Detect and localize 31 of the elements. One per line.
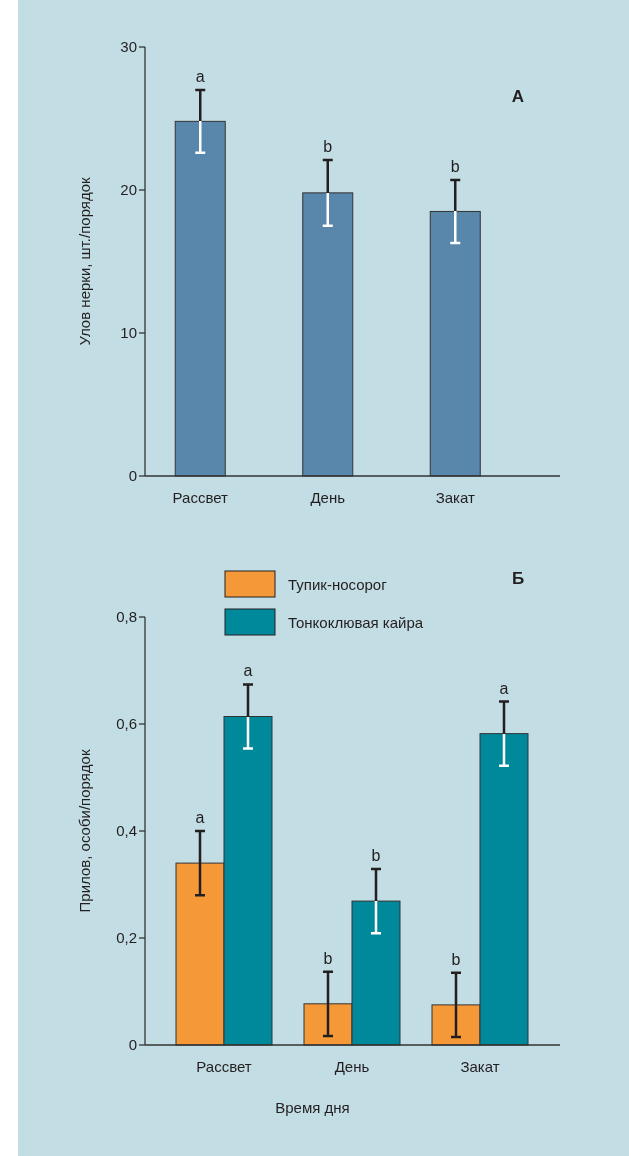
x-tick-label: Рассвет xyxy=(196,1058,252,1075)
text: А xyxy=(511,87,525,106)
x-tick-label: День xyxy=(334,1058,370,1075)
chart-title: Б xyxy=(511,569,525,588)
annotation: b xyxy=(371,846,381,864)
legend-label: Тонкоклювая кайра xyxy=(288,614,424,631)
x-tick-label: Закат xyxy=(460,1058,500,1075)
annotation: a xyxy=(195,809,205,826)
y-tick-label: 20 xyxy=(120,181,137,199)
y-tick-label: 0,8 xyxy=(116,608,137,626)
annotation: a xyxy=(195,67,205,85)
annotation: b xyxy=(450,157,460,175)
x-tick-label: Закат xyxy=(435,489,475,506)
annotation: a xyxy=(243,662,253,680)
annotation: b xyxy=(323,949,333,967)
legend-label: Тупик-носорог xyxy=(288,576,388,593)
annotation: a xyxy=(499,679,509,697)
y-tick-label: 10 xyxy=(120,324,137,342)
y-tick-label: 0 xyxy=(128,1036,137,1054)
y-tick-label: 0 xyxy=(128,467,137,485)
y-tick-label: 0,6 xyxy=(116,715,137,733)
x-tick-label: Рассвет xyxy=(172,489,229,506)
x-tick-label: День xyxy=(310,489,346,506)
x-axis-title: Время дня xyxy=(275,1099,350,1116)
y-tick-label: 0,2 xyxy=(116,929,137,947)
y-tick-label: 30 xyxy=(120,38,137,56)
annotation: b xyxy=(451,950,461,968)
y-axis-title: Улов нерки, шт./порядок xyxy=(76,176,93,346)
y-axis-title: Прилов, особи/порядок xyxy=(76,749,93,913)
annotation: b xyxy=(323,137,333,155)
y-tick-label: 0,4 xyxy=(116,822,137,840)
